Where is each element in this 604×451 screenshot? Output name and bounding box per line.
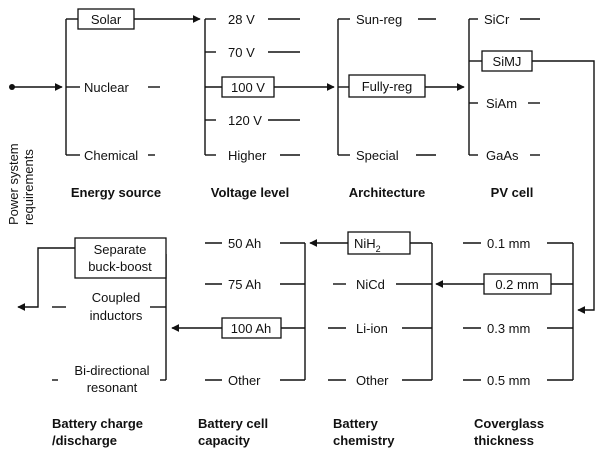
architecture-option-special: Special <box>356 148 399 163</box>
coverglass-option-05: 0.5 mm <box>487 373 530 388</box>
capacity-heading-line2: capacity <box>198 433 251 448</box>
energy-source-heading: Energy source <box>71 185 161 200</box>
capacity-option-75: 75 Ah <box>228 277 261 292</box>
architecture-column: Sun-reg Fully-reg Special Architecture <box>337 12 465 200</box>
battery-chemistry-column: NiH2 NiCd Li-ion Other Battery chemistry <box>309 231 433 448</box>
connector-separate-to-output <box>17 247 75 311</box>
coverglass-heading-line2: thickness <box>474 433 534 448</box>
voltage-level-column: 28 V 70 V 100 V 120 V Higher Voltage lev… <box>204 12 335 200</box>
start-label-line2: requirements <box>21 149 36 225</box>
architecture-heading: Architecture <box>349 185 426 200</box>
pv-option-sicr: SiCr <box>484 12 510 27</box>
coverglass-heading-line1: Coverglass <box>474 416 544 431</box>
chemistry-option-nih2: NiH2 <box>354 236 381 254</box>
energy-option-chemical: Chemical <box>84 148 138 163</box>
charge-heading-line2: /discharge <box>52 433 117 448</box>
chemistry-option-nicd: NiCd <box>356 277 385 292</box>
architecture-option-sunreg: Sun-reg <box>356 12 402 27</box>
architecture-option-fullyreg: Fully-reg <box>362 79 413 94</box>
coverglass-column: 0.1 mm 0.2 mm 0.3 mm 0.5 mm Coverglass t… <box>435 236 574 448</box>
voltage-option-120: 120 V <box>228 113 262 128</box>
coverglass-option-01: 0.1 mm <box>487 236 530 251</box>
capacity-option-100: 100 Ah <box>231 321 272 336</box>
battery-capacity-column: 50 Ah 75 Ah 100 Ah Other Battery cell ca… <box>171 236 306 448</box>
chemistry-nih2-subscript: 2 <box>376 244 381 254</box>
charge-option-coupled-line1: Coupled <box>92 290 140 305</box>
voltage-option-70: 70 V <box>228 45 255 60</box>
chemistry-nih2-main: NiH <box>354 236 376 251</box>
chemistry-heading-line1: Battery <box>333 416 379 431</box>
charge-separate-box <box>74 237 167 279</box>
pv-option-gaas: GaAs <box>486 148 519 163</box>
chemistry-option-other: Other <box>356 373 389 388</box>
start-label-line1: Power system <box>6 143 21 225</box>
voltage-level-heading: Voltage level <box>211 185 290 200</box>
chemistry-heading-line2: chemistry <box>333 433 395 448</box>
charge-option-coupled-line2: inductors <box>90 308 143 323</box>
voltage-option-100: 100 V <box>231 80 265 95</box>
charge-option-separate-line2: buck-boost <box>88 259 152 274</box>
voltage-option-28: 28 V <box>228 12 255 27</box>
energy-option-nuclear: Nuclear <box>84 80 129 95</box>
charge-option-resonant-line1: Bi-directional <box>74 363 149 378</box>
voltage-option-higher: Higher <box>228 148 267 163</box>
capacity-heading-line1: Battery cell <box>198 416 268 431</box>
coverglass-option-02: 0.2 mm <box>495 277 538 292</box>
architecture-fullyreg-box <box>348 74 426 98</box>
capacity-option-50: 50 Ah <box>228 236 261 251</box>
energy-source-column: Solar Nuclear Chemical Energy source <box>9 8 201 200</box>
pv-cell-column: SiCr SiMJ SiAm GaAs PV cell <box>468 12 595 314</box>
charge-discharge-column: Separate buck-boost Coupled inductors Bi… <box>17 237 167 448</box>
chemistry-option-liion: Li-ion <box>356 321 388 336</box>
pv-cell-heading: PV cell <box>491 185 534 200</box>
coverglass-option-03: 0.3 mm <box>487 321 530 336</box>
pv-option-siam: SiAm <box>486 96 517 111</box>
energy-option-solar: Solar <box>91 12 122 27</box>
capacity-option-other: Other <box>228 373 261 388</box>
charge-option-separate-line1: Separate <box>94 242 147 257</box>
pv-option-simj: SiMJ <box>493 54 522 69</box>
charge-heading-line1: Battery charge <box>52 416 143 431</box>
start-label: Power system requirements <box>6 143 36 225</box>
connector-simj-to-coverglass <box>532 60 595 314</box>
charge-option-resonant-line2: resonant <box>87 380 138 395</box>
